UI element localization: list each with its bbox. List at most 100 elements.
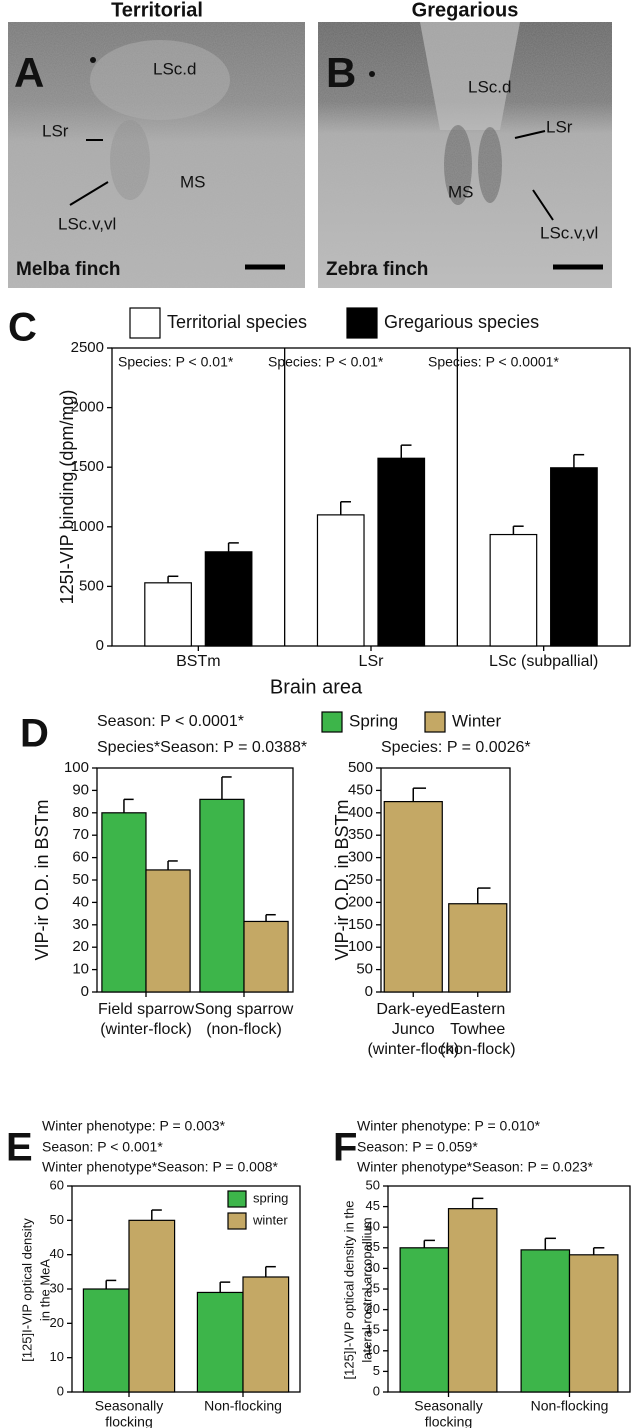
y-tick-label: 20 bbox=[72, 938, 89, 955]
y-tick-label: 15 bbox=[366, 1322, 380, 1337]
y-tick-label: 50 bbox=[356, 961, 373, 978]
y-axis-label: [125]I-VIP optical density in the bbox=[341, 1201, 356, 1380]
bar bbox=[82, 1288, 130, 1393]
bar bbox=[568, 1254, 619, 1393]
y-tick-label: 45 bbox=[366, 1198, 380, 1213]
x-tick-label: BSTm bbox=[176, 653, 220, 670]
y-tick-label: 30 bbox=[50, 1280, 64, 1295]
y-axis-label: 125I-VIP binding (dpm/mg) bbox=[57, 390, 77, 605]
y-tick-label: 350 bbox=[348, 826, 373, 843]
y-axis-label: [125]I-VIP optical density bbox=[19, 1218, 34, 1362]
y-tick-label: 1500 bbox=[71, 458, 104, 475]
x-tick-label: Seasonally bbox=[95, 1398, 164, 1414]
y-axis-label: VIP-ir O.D. in BSTm bbox=[332, 799, 352, 960]
y-tick-label: 150 bbox=[348, 916, 373, 933]
x-tick-label: (winter-flock) bbox=[367, 1041, 459, 1058]
bar bbox=[489, 533, 538, 647]
bar bbox=[316, 514, 365, 647]
bar bbox=[383, 800, 443, 993]
x-tick-label: Non-flocking bbox=[531, 1398, 609, 1414]
bar bbox=[448, 903, 508, 993]
x-tick-label: (non-flock) bbox=[440, 1041, 516, 1058]
region-label: LSc.d bbox=[153, 59, 196, 78]
panel-title: Gregarious bbox=[412, 0, 519, 21]
stat-annotation: Winter phenotype: P = 0.003* bbox=[42, 1118, 226, 1134]
legend-label: Winter bbox=[452, 711, 501, 730]
y-tick-label: 20 bbox=[366, 1301, 380, 1316]
bar bbox=[243, 920, 289, 993]
bar bbox=[144, 582, 192, 647]
y-tick-label: 100 bbox=[348, 938, 373, 955]
species-label: Melba finch bbox=[16, 259, 121, 280]
bar bbox=[242, 1276, 290, 1393]
legend-swatch bbox=[346, 307, 378, 339]
y-tick-label: 60 bbox=[50, 1177, 64, 1192]
legend-label: Territorial species bbox=[167, 312, 307, 332]
region-label: LSc.d bbox=[468, 77, 511, 96]
x-tick-label: Field sparrow bbox=[98, 1001, 194, 1018]
y-tick-label: 0 bbox=[373, 1383, 380, 1398]
photo-annotations bbox=[69, 130, 603, 270]
y-tick-label: 50 bbox=[366, 1177, 380, 1192]
y-tick-label: 300 bbox=[348, 849, 373, 866]
y-tick-label: 40 bbox=[366, 1219, 380, 1234]
bar bbox=[399, 1247, 450, 1393]
x-tick-label: flocking bbox=[105, 1414, 152, 1428]
legend-swatch bbox=[129, 307, 161, 339]
bar bbox=[447, 1208, 498, 1393]
bar bbox=[101, 812, 147, 993]
y-tick-label: 40 bbox=[72, 893, 89, 910]
y-tick-label: 70 bbox=[72, 826, 89, 843]
y-tick-label: 10 bbox=[366, 1342, 380, 1357]
stat-annotation: Winter phenotype*Season: P = 0.023* bbox=[357, 1159, 594, 1175]
panel-letter: F bbox=[333, 1126, 357, 1170]
y-axis-label: in the MeA bbox=[37, 1259, 52, 1321]
region-label: LSr bbox=[42, 121, 69, 140]
panel-letter: C bbox=[8, 306, 37, 350]
x-tick-label: Dark-eyed bbox=[376, 1001, 450, 1018]
y-tick-label: 30 bbox=[72, 916, 89, 933]
y-tick-label: 250 bbox=[348, 871, 373, 888]
bar bbox=[377, 457, 426, 647]
y-tick-label: 40 bbox=[50, 1246, 64, 1261]
y-tick-label: 450 bbox=[348, 781, 373, 798]
x-tick-label: flocking bbox=[425, 1414, 472, 1428]
y-tick-label: 0 bbox=[57, 1383, 64, 1398]
y-tick-label: 400 bbox=[348, 804, 373, 821]
x-axis-label: Brain area bbox=[270, 676, 363, 698]
legend-swatch bbox=[227, 1212, 247, 1230]
y-tick-label: 0 bbox=[81, 983, 89, 1000]
stat-annotation: Species: P < 0.0001* bbox=[428, 354, 559, 370]
region-label: LSc.v,vl bbox=[58, 214, 116, 233]
y-tick-label: 0 bbox=[96, 637, 104, 654]
bar bbox=[145, 869, 191, 993]
legend-label: Gregarious species bbox=[384, 312, 539, 332]
region-label: LSr bbox=[546, 117, 573, 136]
legend-swatch bbox=[321, 711, 343, 733]
y-tick-label: 60 bbox=[72, 849, 89, 866]
y-tick-label: 25 bbox=[366, 1280, 380, 1295]
region-label: LSc.v,vl bbox=[540, 223, 598, 242]
y-tick-label: 500 bbox=[79, 577, 104, 594]
stat-annotation: Species*Season: P = 0.0388* bbox=[97, 739, 307, 756]
panel-letter: D bbox=[20, 712, 49, 756]
stat-annotation: Season: P = 0.059* bbox=[357, 1139, 478, 1155]
species-label: Zebra finch bbox=[326, 259, 428, 280]
legend-swatch bbox=[227, 1190, 247, 1208]
x-tick-label: Seasonally bbox=[414, 1398, 483, 1414]
panel-title: Territorial bbox=[111, 0, 203, 21]
x-tick-label: LSc (subpallial) bbox=[489, 653, 598, 670]
legend-label: winter bbox=[252, 1212, 288, 1227]
bar bbox=[199, 798, 245, 993]
y-tick-label: 30 bbox=[366, 1260, 380, 1275]
bar bbox=[204, 551, 253, 647]
legend-swatch bbox=[424, 711, 446, 733]
y-tick-label: 2500 bbox=[71, 339, 104, 356]
y-tick-label: 50 bbox=[72, 871, 89, 888]
region-label: MS bbox=[180, 172, 206, 191]
x-tick-label: Towhee bbox=[450, 1021, 505, 1038]
x-tick-label: (non-flock) bbox=[206, 1021, 282, 1038]
y-tick-label: 200 bbox=[348, 893, 373, 910]
y-tick-label: 5 bbox=[373, 1363, 380, 1378]
photo-b bbox=[318, 22, 612, 288]
